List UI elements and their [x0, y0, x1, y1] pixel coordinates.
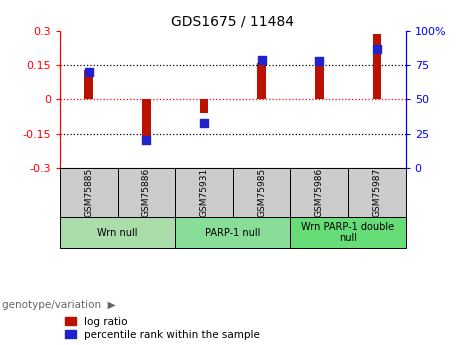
Bar: [348, 168, 406, 217]
Bar: [290, 217, 406, 248]
Bar: [175, 168, 233, 217]
Bar: [257, 63, 266, 99]
Point: [142, 138, 150, 143]
Text: GSM75985: GSM75985: [257, 168, 266, 217]
Bar: [200, 99, 208, 113]
Bar: [290, 168, 348, 217]
Title: GDS1675 / 11484: GDS1675 / 11484: [171, 14, 294, 29]
Text: GSM75931: GSM75931: [200, 168, 208, 217]
Bar: [118, 168, 175, 217]
Bar: [84, 70, 93, 99]
Text: Wrn null: Wrn null: [97, 227, 138, 237]
Bar: [372, 34, 381, 99]
Point: [315, 58, 323, 64]
Text: Wrn PARP-1 double
null: Wrn PARP-1 double null: [301, 222, 395, 243]
Bar: [175, 217, 290, 248]
Bar: [315, 63, 324, 99]
Legend: log ratio, percentile rank within the sample: log ratio, percentile rank within the sa…: [65, 317, 260, 340]
Bar: [60, 217, 175, 248]
Text: GSM75986: GSM75986: [315, 168, 324, 217]
Text: genotype/variation  ▶: genotype/variation ▶: [2, 300, 116, 310]
Bar: [142, 99, 151, 143]
Text: GSM75987: GSM75987: [372, 168, 381, 217]
Point: [200, 120, 207, 126]
Bar: [60, 168, 118, 217]
Bar: [233, 168, 290, 217]
Point: [258, 57, 266, 62]
Text: GSM75886: GSM75886: [142, 168, 151, 217]
Text: PARP-1 null: PARP-1 null: [205, 227, 260, 237]
Point: [85, 69, 92, 75]
Text: GSM75885: GSM75885: [84, 168, 93, 217]
Point: [373, 46, 381, 52]
